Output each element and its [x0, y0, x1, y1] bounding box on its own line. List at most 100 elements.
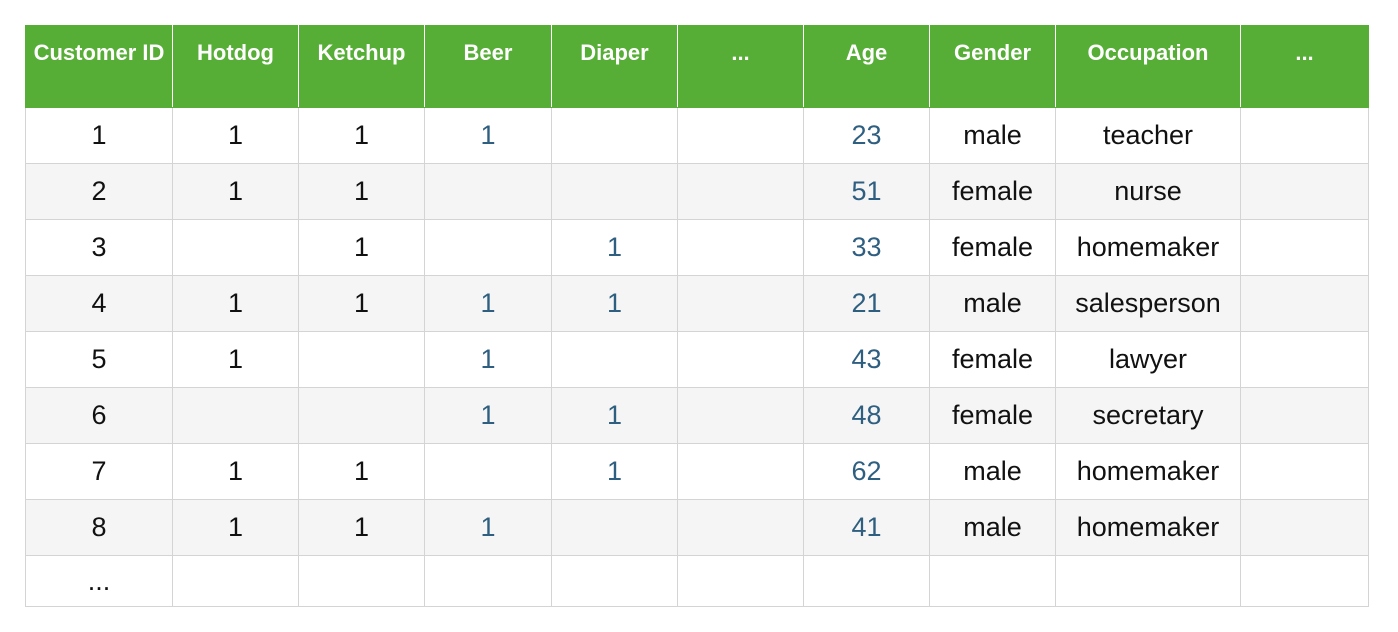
- cell-more-attributes: [1240, 163, 1369, 220]
- cell-more-items: [677, 163, 804, 220]
- cell-diaper: [551, 331, 678, 388]
- cell-customer-id: 7: [25, 443, 173, 500]
- table-row: 7 1 1 1 62 male homemaker: [25, 443, 1369, 500]
- cell-customer-id: 8: [25, 499, 173, 556]
- cell-customer-id: 1: [25, 107, 173, 164]
- cell-diaper: 1: [551, 443, 678, 500]
- cell-gender: male: [929, 275, 1056, 332]
- cell-hotdog: 1: [172, 331, 299, 388]
- cell-gender: female: [929, 387, 1056, 444]
- cell-more-items: [677, 219, 804, 276]
- table-row: 6 1 1 48 female secretary: [25, 387, 1369, 444]
- cell-more-attributes: [1240, 387, 1369, 444]
- cell-empty: [551, 555, 678, 607]
- cell-empty: [1240, 555, 1369, 607]
- header-diaper: Diaper: [551, 25, 678, 108]
- cell-diaper: 1: [551, 219, 678, 276]
- cell-ketchup: [298, 387, 425, 444]
- cell-empty: [803, 555, 930, 607]
- cell-customer-id: 2: [25, 163, 173, 220]
- table-row: 1 1 1 1 23 male teacher: [25, 107, 1369, 164]
- cell-beer: 1: [424, 499, 552, 556]
- cell-occupation: nurse: [1055, 163, 1241, 220]
- cell-occupation: lawyer: [1055, 331, 1241, 388]
- header-beer: Beer: [424, 25, 552, 108]
- customer-data-table: Customer ID Hotdog Ketchup Beer Diaper .…: [25, 25, 1369, 607]
- table-row: 2 1 1 51 female nurse: [25, 163, 1369, 220]
- cell-more-attributes: [1240, 331, 1369, 388]
- cell-beer: 1: [424, 275, 552, 332]
- cell-more-attributes: [1240, 275, 1369, 332]
- table-row: 4 1 1 1 1 21 male salesperson: [25, 275, 1369, 332]
- table-row: 5 1 1 43 female lawyer: [25, 331, 1369, 388]
- cell-beer: [424, 219, 552, 276]
- cell-ketchup: [298, 331, 425, 388]
- cell-ketchup: 1: [298, 163, 425, 220]
- header-age: Age: [803, 25, 930, 108]
- cell-customer-id-ellipsis: ...: [25, 555, 173, 607]
- cell-age: 33: [803, 219, 930, 276]
- cell-empty: [424, 555, 552, 607]
- cell-more-items: [677, 499, 804, 556]
- cell-age: 41: [803, 499, 930, 556]
- cell-beer: [424, 443, 552, 500]
- cell-more-items: [677, 107, 804, 164]
- header-gender: Gender: [929, 25, 1056, 108]
- cell-gender: female: [929, 219, 1056, 276]
- cell-empty: [929, 555, 1056, 607]
- cell-customer-id: 3: [25, 219, 173, 276]
- header-occupation: Occupation: [1055, 25, 1241, 108]
- cell-beer: 1: [424, 107, 552, 164]
- cell-empty: [298, 555, 425, 607]
- cell-hotdog: 1: [172, 443, 299, 500]
- cell-age: 43: [803, 331, 930, 388]
- cell-gender: female: [929, 163, 1056, 220]
- header-more-attributes: ...: [1240, 25, 1369, 108]
- cell-ketchup: 1: [298, 107, 425, 164]
- cell-occupation: homemaker: [1055, 219, 1241, 276]
- cell-diaper: [551, 499, 678, 556]
- cell-occupation: teacher: [1055, 107, 1241, 164]
- table-row: 3 1 1 33 female homemaker: [25, 219, 1369, 276]
- cell-more-attributes: [1240, 107, 1369, 164]
- cell-empty: [677, 555, 804, 607]
- cell-hotdog: [172, 387, 299, 444]
- cell-diaper: [551, 163, 678, 220]
- cell-age: 23: [803, 107, 930, 164]
- cell-age: 48: [803, 387, 930, 444]
- cell-ketchup: 1: [298, 443, 425, 500]
- cell-occupation: homemaker: [1055, 499, 1241, 556]
- cell-customer-id: 6: [25, 387, 173, 444]
- cell-customer-id: 4: [25, 275, 173, 332]
- cell-more-items: [677, 275, 804, 332]
- header-more-items: ...: [677, 25, 804, 108]
- cell-beer: 1: [424, 387, 552, 444]
- cell-more-items: [677, 443, 804, 500]
- header-hotdog: Hotdog: [172, 25, 299, 108]
- cell-gender: male: [929, 443, 1056, 500]
- cell-hotdog: 1: [172, 107, 299, 164]
- cell-gender: female: [929, 331, 1056, 388]
- cell-age: 62: [803, 443, 930, 500]
- cell-beer: 1: [424, 331, 552, 388]
- table-row: 8 1 1 1 41 male homemaker: [25, 499, 1369, 556]
- cell-age: 51: [803, 163, 930, 220]
- cell-age: 21: [803, 275, 930, 332]
- header-customer-id: Customer ID: [25, 25, 173, 108]
- cell-hotdog: 1: [172, 275, 299, 332]
- cell-more-items: [677, 331, 804, 388]
- cell-diaper: 1: [551, 275, 678, 332]
- cell-diaper: [551, 107, 678, 164]
- cell-customer-id: 5: [25, 331, 173, 388]
- cell-occupation: homemaker: [1055, 443, 1241, 500]
- cell-ketchup: 1: [298, 275, 425, 332]
- cell-empty: [172, 555, 299, 607]
- header-ketchup: Ketchup: [298, 25, 425, 108]
- cell-more-items: [677, 387, 804, 444]
- table-header-row: Customer ID Hotdog Ketchup Beer Diaper .…: [25, 25, 1369, 108]
- cell-occupation: salesperson: [1055, 275, 1241, 332]
- cell-ketchup: 1: [298, 499, 425, 556]
- cell-diaper: 1: [551, 387, 678, 444]
- cell-more-attributes: [1240, 219, 1369, 276]
- cell-gender: male: [929, 107, 1056, 164]
